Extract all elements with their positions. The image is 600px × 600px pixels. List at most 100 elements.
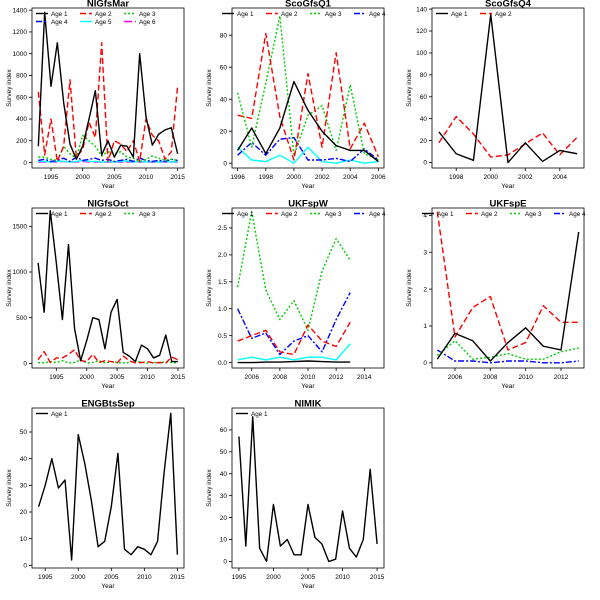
y-tick-label: 600	[16, 94, 27, 101]
series-line-age-1	[438, 13, 578, 164]
chart-panel-nimik: NIMIK 1995 2000 2005 2010 2015 0 10 20 30 40 50 60 Ye…	[206, 399, 385, 591]
legend-label: Age 2	[95, 11, 112, 18]
y-tick-label: 500	[16, 315, 27, 322]
y-tick-label: 3	[423, 249, 427, 256]
legend-label: Age 3	[325, 11, 342, 18]
x-tick-label: 2000	[483, 174, 498, 181]
series-line-age-2	[237, 32, 380, 161]
legend-label: Age 1	[451, 11, 468, 18]
y-tick-label: 0.0	[218, 360, 227, 367]
chart-title: ENGBtsSep	[81, 399, 135, 410]
x-axis-label: Year	[501, 183, 515, 190]
series-line-age-4	[237, 136, 379, 163]
x-tick-label: 2004	[553, 174, 568, 181]
x-tick-label: 2015	[170, 174, 185, 181]
x-tick-label: 2010	[137, 574, 152, 581]
y-axis-label: Survey index	[6, 268, 13, 306]
y-tick-label: 2.5	[218, 225, 227, 232]
y-tick-label: 0	[223, 559, 227, 566]
y-tick-label: 0	[23, 361, 27, 368]
x-tick-label: 2010	[139, 174, 154, 181]
chart-legend: Age 1 Age 2	[436, 11, 512, 18]
y-tick-label: 400	[16, 116, 27, 123]
x-tick-label: 1998	[259, 174, 274, 181]
x-tick-label: 2008	[483, 374, 498, 381]
y-tick-label: 40	[220, 96, 228, 103]
x-tick-label: 2010	[518, 374, 533, 381]
y-tick-label: 0	[423, 160, 427, 167]
y-tick-label: 1500	[13, 223, 28, 230]
series-line-age-2	[438, 115, 578, 158]
x-tick-label: 2015	[370, 574, 385, 581]
y-tick-label: 1.0	[218, 306, 227, 313]
x-tick-label: 2012	[554, 374, 569, 381]
legend-label: Age 1	[437, 211, 454, 218]
x-tick-label: 2000	[287, 174, 302, 181]
y-tick-label: 80	[420, 72, 428, 79]
x-tick-label: 2006	[448, 374, 463, 381]
x-tick-label: 2000	[79, 374, 94, 381]
plot-frame	[31, 207, 185, 369]
y-tick-label: 140	[416, 6, 427, 13]
x-tick-label: 2002	[315, 174, 330, 181]
y-tick-label: 0.5	[218, 333, 227, 340]
chart-legend: Age 1 Age 2 Age 3 Age 4 Age 5 Age 6	[36, 11, 156, 26]
series-line-age-1	[37, 210, 178, 363]
series-line-age-2	[37, 349, 179, 364]
series-line-age-4	[436, 349, 579, 364]
y-tick-label: 800	[16, 73, 27, 80]
chart-title: UKFspW	[288, 199, 328, 210]
series-line-age-1	[436, 231, 580, 362]
chart-panel-nigfsoct: NIGfsOct 1995 2000 2005 2010 2015 0 500 1000 1500…	[6, 199, 186, 391]
y-tick-label: 1000	[13, 51, 28, 58]
legend-label: Age 1	[237, 211, 254, 218]
y-tick-label: 50	[220, 449, 228, 456]
plot-frame	[31, 407, 185, 569]
x-tick-label: 2008	[273, 374, 288, 381]
y-tick-label: 1000	[13, 269, 28, 276]
chart-legend: Age 1 Age 2 Age 3 Age 4	[222, 211, 386, 218]
y-tick-label: 0	[223, 160, 227, 167]
plot-frame	[31, 7, 185, 169]
chart-panel-nigfsmar: NIGfsMar 1995 2000 2005 2010 2015 0 200 400 600 80…	[6, 0, 185, 190]
y-tick-label: 40	[420, 116, 428, 123]
chart-legend: Age 1 Age 2 Age 3 Age 4	[222, 11, 386, 18]
series-line-age-1	[237, 360, 351, 364]
y-tick-label: 2	[423, 286, 427, 293]
series-line-age-2	[37, 42, 179, 163]
x-tick-label: 2010	[140, 374, 155, 381]
series-line-age-5	[237, 146, 379, 164]
y-tick-label: 60	[420, 94, 428, 101]
chart-panel-scogfsq4: ScoGfsQ4 1998 2000 2002 2004 0 20 40 60 80 100 120 1…	[406, 0, 585, 190]
x-axis-label: Year	[101, 183, 115, 190]
x-tick-label: 2005	[110, 374, 125, 381]
y-tick-label: 30	[20, 483, 28, 490]
y-tick-label: 0	[23, 160, 27, 167]
x-axis-label: Year	[301, 383, 315, 390]
x-tick-label: 2006	[371, 174, 386, 181]
x-axis-label: Year	[101, 583, 115, 590]
legend-label: Age 2	[481, 211, 498, 218]
y-tick-label: 10	[20, 536, 28, 543]
series-line-age-1	[37, 11, 179, 160]
y-tick-label: 1200	[13, 29, 28, 36]
series-line-age-2	[436, 211, 579, 351]
y-tick-label: 1	[423, 323, 427, 330]
legend-label: Age 3	[525, 211, 542, 218]
plot-frame	[431, 207, 585, 369]
x-tick-label: 1998	[449, 174, 464, 181]
y-axis-label: Survey index	[206, 268, 213, 306]
y-tick-label: 4	[423, 213, 427, 220]
x-tick-label: 1996	[230, 174, 245, 181]
y-tick-label: 50	[20, 429, 28, 436]
y-tick-label: 1400	[13, 7, 28, 14]
series-line-age-1	[238, 416, 378, 563]
chart-title: NIGfsMar	[87, 0, 130, 10]
chart-title: NIMIK	[295, 399, 322, 410]
legend-label: Age 1	[237, 11, 254, 18]
y-tick-label: 20	[420, 138, 428, 145]
x-tick-label: 2012	[329, 374, 344, 381]
series-line-age-5	[237, 343, 351, 361]
y-tick-label: 20	[20, 509, 28, 516]
